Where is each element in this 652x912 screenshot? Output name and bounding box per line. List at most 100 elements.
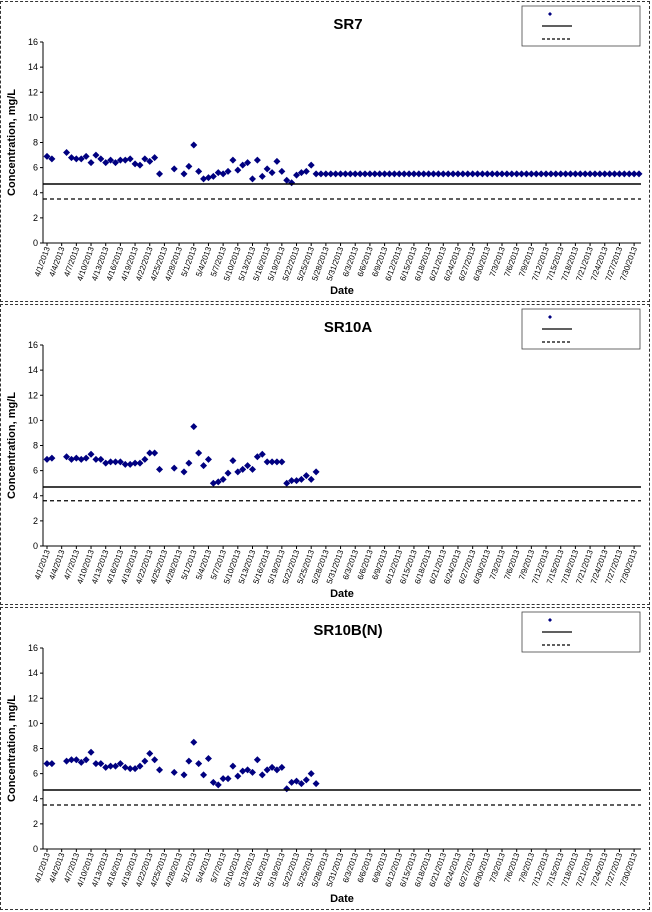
data-point <box>190 423 198 431</box>
data-point <box>371 170 379 178</box>
data-point <box>273 458 281 466</box>
y-tick-label: 4 <box>33 794 38 804</box>
data-point <box>557 170 565 178</box>
data-point <box>283 785 291 793</box>
data-point <box>43 455 51 463</box>
data-point <box>630 170 638 178</box>
data-point <box>293 777 301 785</box>
data-point <box>214 169 222 177</box>
legend-box <box>521 308 641 350</box>
data-point <box>601 170 609 178</box>
data-point <box>107 458 115 466</box>
y-tick-label: 0 <box>33 238 38 248</box>
data-point <box>92 455 100 463</box>
data-point <box>425 170 433 178</box>
y-tick-label: 6 <box>33 163 38 173</box>
data-point <box>307 161 315 169</box>
data-point <box>151 756 159 764</box>
data-point <box>102 459 110 467</box>
data-point <box>268 169 276 177</box>
data-point <box>116 760 124 768</box>
y-tick-label: 10 <box>28 718 38 728</box>
y-tick-label: 12 <box>28 390 38 400</box>
data-point <box>97 155 105 163</box>
data-point <box>136 459 144 467</box>
data-point <box>293 477 301 485</box>
chart-title: SR10B(N) <box>313 622 382 639</box>
data-point <box>63 453 71 461</box>
data-point <box>146 750 154 758</box>
y-tick-label: 2 <box>33 819 38 829</box>
data-point <box>513 170 521 178</box>
data-point <box>170 464 178 472</box>
data-point <box>224 469 232 477</box>
data-point <box>439 170 447 178</box>
y-tick-label: 8 <box>33 744 38 754</box>
data-point <box>415 170 423 178</box>
y-tick-label: 16 <box>28 643 38 653</box>
y-tick-label: 16 <box>28 340 38 350</box>
data-point <box>87 450 95 458</box>
data-point <box>615 170 623 178</box>
data-point <box>307 770 315 778</box>
data-point <box>180 170 188 178</box>
data-point <box>219 775 227 783</box>
data-point <box>322 170 330 178</box>
data-point <box>77 155 85 163</box>
legend-box <box>521 5 641 47</box>
y-tick-label: 14 <box>28 668 38 678</box>
data-point <box>302 167 310 175</box>
data-point <box>131 160 139 168</box>
data-point <box>288 477 296 485</box>
data-point <box>111 159 119 167</box>
data-point <box>273 157 281 165</box>
data-point <box>234 468 242 476</box>
data-point <box>297 169 305 177</box>
data-point <box>185 757 193 765</box>
data-point <box>48 760 56 768</box>
data-point <box>229 156 237 164</box>
data-point <box>180 771 188 779</box>
data-point <box>591 170 599 178</box>
data-point <box>72 756 80 764</box>
data-point <box>581 170 589 178</box>
data-point <box>268 763 276 771</box>
data-point <box>297 780 305 788</box>
data-point <box>87 159 95 167</box>
data-point <box>121 763 129 771</box>
data-point <box>121 156 129 164</box>
data-point <box>606 170 614 178</box>
data-point <box>518 170 526 178</box>
data-point <box>483 170 491 178</box>
data-point <box>571 170 579 178</box>
legend-marker <box>548 315 552 319</box>
data-point <box>469 170 477 178</box>
data-point <box>248 768 256 776</box>
data-point <box>141 155 149 163</box>
data-point <box>126 155 134 163</box>
data-point <box>126 765 134 773</box>
data-point <box>253 156 261 164</box>
legend-box <box>521 611 641 653</box>
data-point <box>552 170 560 178</box>
data-point <box>190 738 198 746</box>
data-point <box>102 159 110 167</box>
data-point <box>244 766 252 774</box>
data-point <box>248 465 256 473</box>
data-point <box>107 156 115 164</box>
data-point <box>48 454 56 462</box>
data-point <box>635 170 643 178</box>
data-point <box>253 756 261 764</box>
data-point <box>87 748 95 756</box>
x-axis-label: Date <box>330 893 354 905</box>
data-point <box>185 459 193 467</box>
data-point <box>478 170 486 178</box>
data-point <box>297 475 305 483</box>
data-point <box>200 175 208 183</box>
data-point <box>503 170 511 178</box>
chart-panel-sr10a: SR10A 0 2 4 6 8 10 12 14 16 Concentration, mg/L 4/1… <box>0 304 650 605</box>
data-point <box>107 762 115 770</box>
y-tick-label: 0 <box>33 541 38 551</box>
